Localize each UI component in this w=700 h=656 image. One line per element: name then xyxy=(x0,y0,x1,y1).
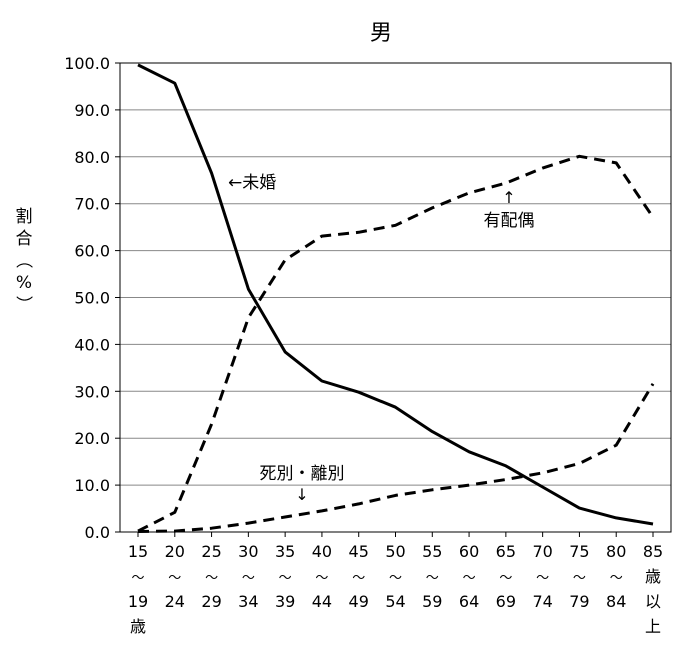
annotation-mikon: ←未婚 xyxy=(228,173,276,193)
x-tick-label: 19 xyxy=(128,592,148,611)
y-axis-label-char: 合 xyxy=(16,229,33,249)
annotation-arrow: ↑ xyxy=(502,188,515,207)
x-tick-label: ～ xyxy=(536,571,549,586)
y-tick-label: 20.0 xyxy=(74,429,110,448)
x-tick-label: 34 xyxy=(238,592,258,611)
x-tick-label: ～ xyxy=(610,571,623,586)
x-tick-label: 55 xyxy=(422,542,442,561)
x-tick-label: 75 xyxy=(569,542,589,561)
x-tick-label-suffix: 歳 xyxy=(130,617,146,636)
x-tick-label: 60 xyxy=(459,542,479,561)
x-tick-label: 85 xyxy=(643,542,663,561)
x-tick-label: ～ xyxy=(242,571,255,586)
x-tick-label: 40 xyxy=(312,542,332,561)
x-tick-label: ～ xyxy=(131,571,144,586)
y-tick-label: 70.0 xyxy=(74,195,110,214)
y-tick-label: 80.0 xyxy=(74,148,110,167)
y-tick-label: 10.0 xyxy=(74,476,110,495)
y-tick-label: 30.0 xyxy=(74,382,110,401)
x-tick-label: ～ xyxy=(463,571,476,586)
y-axis-label-char: （ xyxy=(13,252,33,269)
x-tick-label: 50 xyxy=(385,542,405,561)
x-tick-label-suffix: 歳 xyxy=(645,567,661,586)
x-tick-label: 74 xyxy=(532,592,552,611)
x-tick-label: ～ xyxy=(426,571,439,586)
x-tick-label: 20 xyxy=(165,542,185,561)
annotation-haiguu: 有配偶 xyxy=(484,211,535,231)
annotation-shibetsu-ribetsu: 死別・離別 xyxy=(260,464,345,484)
series-line-有配偶 xyxy=(137,154,655,533)
series-lines xyxy=(137,63,655,533)
x-tick-label: 49 xyxy=(349,592,369,611)
y-axis-label: 割合 （% ） xyxy=(13,207,33,313)
x-tick-label: 30 xyxy=(238,542,258,561)
x-tick-label: 64 xyxy=(459,592,479,611)
x-axis-ticks: 15 ～ 19 歳 20 ～ 24 25 ～ 29 30 ～ 34 35 ～ 39 40 ～ 44 45 ～ 49 50 ～ 5… xyxy=(128,532,663,636)
x-tick-label: 35 xyxy=(275,542,295,561)
x-tick-label: 15 xyxy=(128,542,148,561)
chart-title: 男 xyxy=(370,21,392,46)
x-tick-label-suffix: 上 xyxy=(645,617,661,636)
x-tick-label: 44 xyxy=(312,592,332,611)
x-tick-label: 70 xyxy=(532,542,552,561)
y-tick-label: 100.0 xyxy=(64,54,110,73)
x-tick-label: 54 xyxy=(385,592,405,611)
series-line-死別・離別 xyxy=(137,383,655,533)
y-tick-label: 50.0 xyxy=(74,289,110,308)
x-tick-label-suffix: 以 xyxy=(645,592,661,611)
plot-frame xyxy=(119,62,672,533)
x-tick-label: 45 xyxy=(349,542,369,561)
x-tick-label: ～ xyxy=(205,571,218,586)
x-tick-label: ～ xyxy=(315,571,328,586)
x-tick-label: 24 xyxy=(165,592,185,611)
y-tick-label: 60.0 xyxy=(74,242,110,261)
x-tick-label: 69 xyxy=(496,592,516,611)
y-tick-label: 40.0 xyxy=(74,335,110,354)
x-tick-label: 84 xyxy=(606,592,626,611)
gridlines xyxy=(120,109,671,486)
x-tick-label: 29 xyxy=(201,592,221,611)
y-axis-label-char: % xyxy=(16,273,32,293)
x-tick-label: ～ xyxy=(352,571,365,586)
annotation-arrow: ↓ xyxy=(295,485,308,504)
x-tick-label: ～ xyxy=(168,571,181,586)
y-axis-label-char: ） xyxy=(13,296,33,313)
x-tick-label: ～ xyxy=(573,571,586,586)
series-line-未婚 xyxy=(137,63,654,526)
y-tick-label: 0.0 xyxy=(85,523,110,542)
x-tick-label: ～ xyxy=(499,571,512,586)
y-axis-label-char: 割 xyxy=(16,207,33,227)
x-tick-label: ～ xyxy=(279,571,292,586)
x-tick-label: 79 xyxy=(569,592,589,611)
x-tick-label: ～ xyxy=(389,571,402,586)
x-tick-label: 80 xyxy=(606,542,626,561)
y-tick-label: 90.0 xyxy=(74,101,110,120)
y-axis-ticks: 0.0 10.0 20.0 30.0 40.0 50.0 60.0 70.0 80.0 90.0 1… xyxy=(64,54,120,542)
x-tick-label: 59 xyxy=(422,592,442,611)
x-tick-label: 25 xyxy=(201,542,221,561)
x-tick-label: 65 xyxy=(496,542,516,561)
x-tick-label: 39 xyxy=(275,592,295,611)
